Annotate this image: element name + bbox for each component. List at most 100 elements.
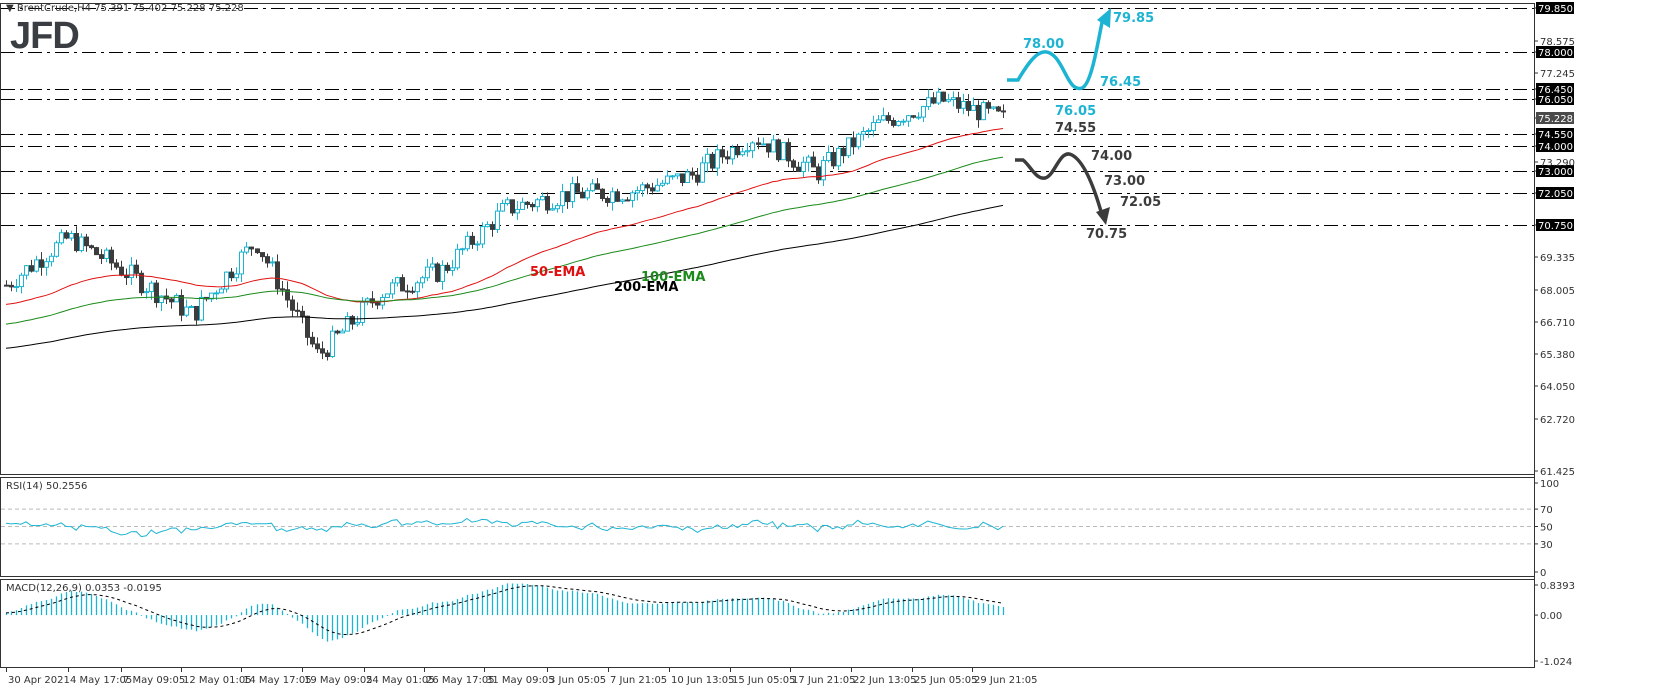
price-tick-73.290: 73.290 — [1540, 158, 1575, 169]
candle-body — [325, 352, 330, 358]
candle-body — [856, 133, 861, 148]
candle-body — [460, 248, 465, 251]
macd-tick-0.8393: 0.8393 — [1540, 581, 1575, 592]
price-label-74.000: 74.000 — [1538, 142, 1573, 153]
candle-body — [966, 101, 971, 111]
candle-body — [270, 261, 275, 264]
candle-body — [715, 149, 720, 169]
price-label-bg — [1536, 165, 1574, 177]
candle-body — [104, 249, 109, 259]
candle-body — [740, 151, 745, 156]
candle-body — [766, 143, 771, 153]
candle-body — [295, 309, 300, 312]
candle-body — [565, 191, 570, 203]
candle-body — [851, 137, 856, 148]
candle-body — [660, 182, 665, 186]
candle-body — [700, 162, 705, 183]
price-tick-66.710: 66.710 — [1540, 318, 1575, 329]
candle-body — [260, 252, 265, 258]
macd-tick-0.00: 0.00 — [1540, 611, 1562, 622]
macd-panel-border — [0, 579, 1535, 668]
candle-body — [49, 255, 54, 263]
bull-label-76-05: 76.05 — [1055, 104, 1096, 119]
candle-body — [485, 224, 490, 228]
ema200-label: 200-EMA — [614, 280, 678, 295]
candle-body — [745, 150, 750, 153]
candle-body — [520, 201, 525, 210]
collapse-triangle-icon[interactable]: ▼ — [6, 3, 14, 14]
candle-body — [44, 261, 49, 268]
candle-body — [801, 161, 806, 173]
candle-body — [99, 254, 104, 259]
time-label: 15 Jun 05:05 — [732, 675, 796, 686]
price-label-79.850: 79.850 — [1538, 4, 1573, 15]
candle-body — [956, 97, 961, 109]
candle-body — [831, 151, 836, 167]
candle-body — [560, 191, 565, 207]
candle-body — [465, 235, 470, 250]
candle-body — [620, 199, 625, 202]
candle-body — [605, 197, 610, 203]
candle-body — [275, 261, 280, 290]
candle-body — [821, 160, 826, 181]
time-label: 3 Jun 05:05 — [549, 675, 606, 686]
candle-body — [750, 142, 755, 152]
candle-body — [916, 116, 921, 119]
candle-body — [921, 106, 926, 118]
candle-body — [756, 142, 761, 145]
price-label-bg — [1536, 219, 1574, 231]
price-label-78.000: 78.000 — [1538, 48, 1573, 59]
candle-body — [680, 173, 685, 183]
macd-title: MACD(12,26,9) 0.0353 -0.0195 — [6, 583, 162, 594]
candle-body — [315, 343, 320, 350]
bear-label-74-55: 74.55 — [1055, 121, 1096, 136]
candle-body — [906, 115, 911, 122]
candle-body — [540, 196, 545, 201]
time-label: 19 May 09:05 — [304, 675, 373, 686]
candle-body — [665, 175, 670, 184]
candle-body — [926, 97, 931, 108]
candle-body — [420, 277, 425, 284]
rsi-tick-30: 30 — [1540, 540, 1553, 551]
candle-body — [580, 191, 585, 199]
candle-body — [9, 284, 14, 288]
candle-body — [209, 292, 214, 300]
time-label: 30 Apr 2021 — [8, 675, 70, 686]
candle-body — [405, 290, 410, 293]
candle-body — [94, 247, 99, 256]
candle-body — [395, 277, 400, 284]
candle-body — [630, 192, 635, 201]
rsi-tick-70: 70 — [1540, 505, 1553, 516]
candle-body — [285, 289, 290, 301]
candle-body — [530, 203, 535, 208]
candle-body — [59, 232, 64, 244]
candle-body — [931, 97, 936, 104]
time-label: 7 May 09:05 — [123, 675, 185, 686]
candle-body — [400, 277, 405, 292]
candle-body — [685, 171, 690, 183]
candle-body — [139, 272, 144, 294]
candle-body — [1001, 110, 1006, 113]
candle-body — [340, 330, 345, 334]
candle-body — [475, 243, 480, 246]
bullish-path — [1007, 17, 1105, 91]
candle-body — [290, 299, 295, 311]
candle-body — [505, 199, 510, 205]
candle-body — [430, 263, 435, 268]
candle-body — [886, 115, 891, 121]
bear-label-72-05: 72.05 — [1120, 195, 1161, 210]
price-label-70.750: 70.750 — [1538, 221, 1573, 232]
time-label: 22 Jun 13:05 — [853, 675, 917, 686]
candle-body — [640, 184, 645, 192]
candle-body — [445, 264, 450, 271]
bullish-scenario — [1007, 8, 1111, 91]
candle-body — [695, 174, 700, 183]
candle-body — [355, 321, 360, 325]
candle-body — [961, 101, 966, 109]
price-label-bg — [1536, 140, 1574, 152]
candle-body — [385, 293, 390, 298]
candle-body — [550, 208, 555, 211]
candle-body — [390, 282, 395, 295]
candle-body — [134, 264, 139, 274]
